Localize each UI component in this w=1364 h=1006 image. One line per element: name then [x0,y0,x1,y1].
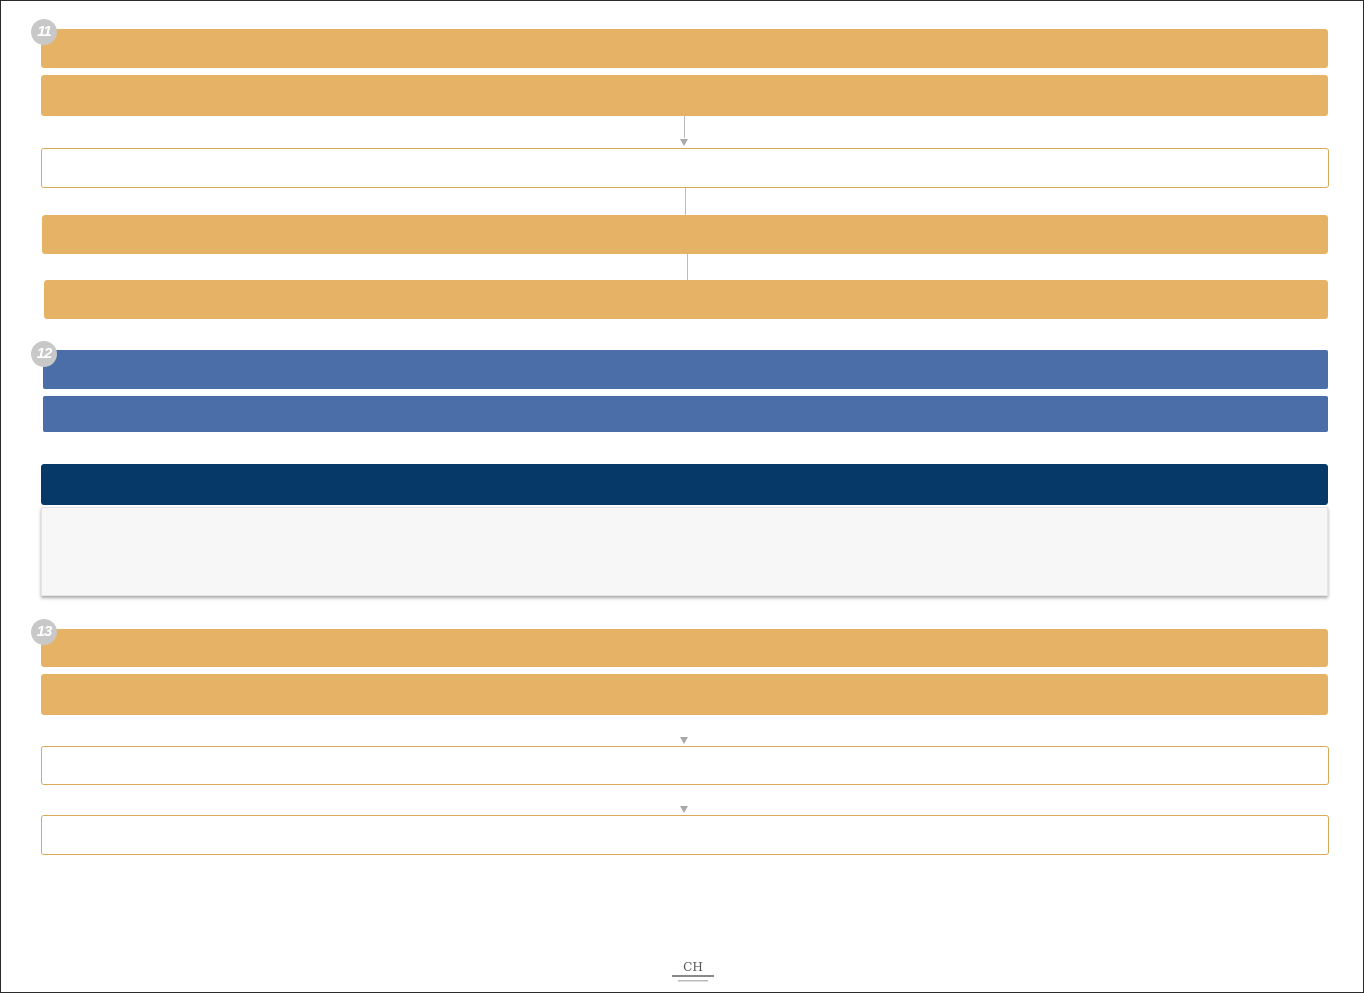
section-12-content-panel [41,507,1328,596]
connector-line [687,254,688,280]
connector-line [684,116,685,138]
section-11-bar-3 [42,215,1328,254]
section-13-outline-box-2 [41,815,1329,855]
section-11-outline-box [41,148,1329,188]
section-13-outline-box-1 [41,746,1329,785]
ch-monogram-logo-icon: CH [668,958,718,986]
connector-arrow-icon [680,139,688,146]
connector-line [685,188,686,215]
step-badge-12: 12 [31,341,57,367]
section-11-bar-4 [44,280,1328,319]
step-badge-11: 11 [31,19,57,45]
section-12-header-bar [41,464,1328,505]
svg-text:CH: CH [683,960,703,974]
section-12-bar-2 [43,396,1328,432]
section-11-bar-2 [41,75,1328,116]
section-13-bar-1 [41,629,1328,667]
connector-arrow-icon [680,806,688,813]
step-badge-13: 13 [31,619,57,645]
section-13-bar-2 [41,674,1328,715]
section-12-bar-1 [43,350,1328,389]
section-11-bar-1 [41,29,1328,68]
connector-arrow-icon [680,737,688,744]
